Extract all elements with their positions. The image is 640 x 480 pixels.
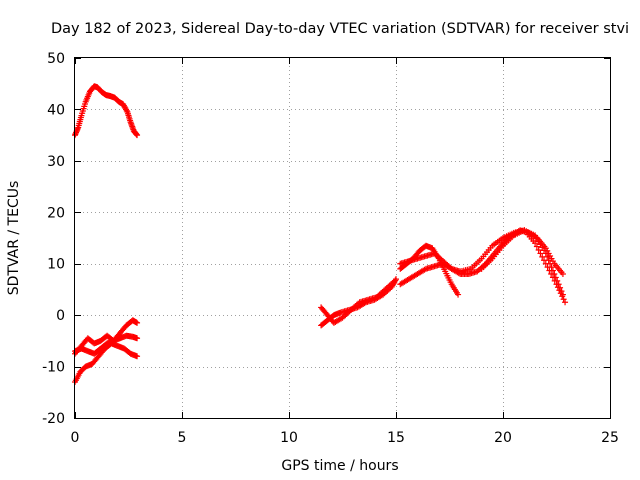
x-tick-label: 15 bbox=[387, 430, 405, 446]
data-point bbox=[549, 274, 556, 281]
y-tick-label: 10 bbox=[47, 257, 65, 273]
x-tick-label: 0 bbox=[71, 430, 80, 446]
y-tick-labels: -20 -10 0 10 20 30 40 50 bbox=[42, 51, 65, 427]
data-point bbox=[541, 257, 548, 264]
data-point bbox=[134, 353, 141, 360]
data-point bbox=[532, 240, 539, 247]
x-tick-labels: 0 5 10 15 20 25 bbox=[71, 430, 619, 446]
x-tick-label: 5 bbox=[178, 430, 187, 446]
y-tick-label: -20 bbox=[42, 411, 65, 427]
data-point bbox=[533, 243, 540, 250]
x-axis-label: GPS time / hours bbox=[281, 458, 398, 474]
y-axis-label: SDTVAR / TECUs bbox=[6, 181, 22, 296]
y-tick-label: 0 bbox=[56, 308, 65, 324]
y-tick-label: 20 bbox=[47, 205, 65, 221]
data-point bbox=[548, 271, 555, 277]
data-point bbox=[539, 253, 546, 260]
chart-title: Day 182 of 2023, Sidereal Day-to-day VTE… bbox=[51, 21, 629, 37]
data-point bbox=[542, 250, 549, 257]
data-point bbox=[559, 271, 566, 277]
series-track-mid-b bbox=[318, 278, 397, 326]
series-track-early-high bbox=[72, 83, 141, 139]
axis-ticks bbox=[75, 58, 611, 419]
y-tick-label: -10 bbox=[42, 360, 65, 376]
series-track-late-c bbox=[397, 227, 566, 298]
data-point bbox=[123, 107, 130, 114]
data-point bbox=[134, 335, 141, 342]
x-tick-label: 20 bbox=[494, 430, 512, 446]
data-point bbox=[544, 264, 551, 271]
data-point bbox=[390, 278, 397, 285]
data-point bbox=[551, 277, 558, 284]
series-track-late-d bbox=[478, 227, 569, 306]
y-tick-label: 30 bbox=[47, 154, 65, 170]
data-point bbox=[455, 291, 462, 298]
data-point bbox=[560, 296, 567, 303]
data-point bbox=[537, 250, 544, 257]
y-tick-label: 50 bbox=[47, 51, 65, 67]
x-tick-label: 10 bbox=[280, 430, 298, 446]
x-tick-label: 25 bbox=[601, 430, 619, 446]
data-point bbox=[562, 299, 569, 306]
plot-frame bbox=[74, 57, 611, 419]
series-track-early-low-c bbox=[72, 340, 141, 385]
data-point bbox=[535, 247, 542, 253]
data-series bbox=[72, 83, 569, 385]
y-tick-label: 40 bbox=[47, 102, 65, 118]
data-point bbox=[542, 260, 549, 267]
data-point bbox=[134, 319, 141, 326]
data-point bbox=[134, 132, 141, 139]
data-point bbox=[546, 267, 553, 274]
